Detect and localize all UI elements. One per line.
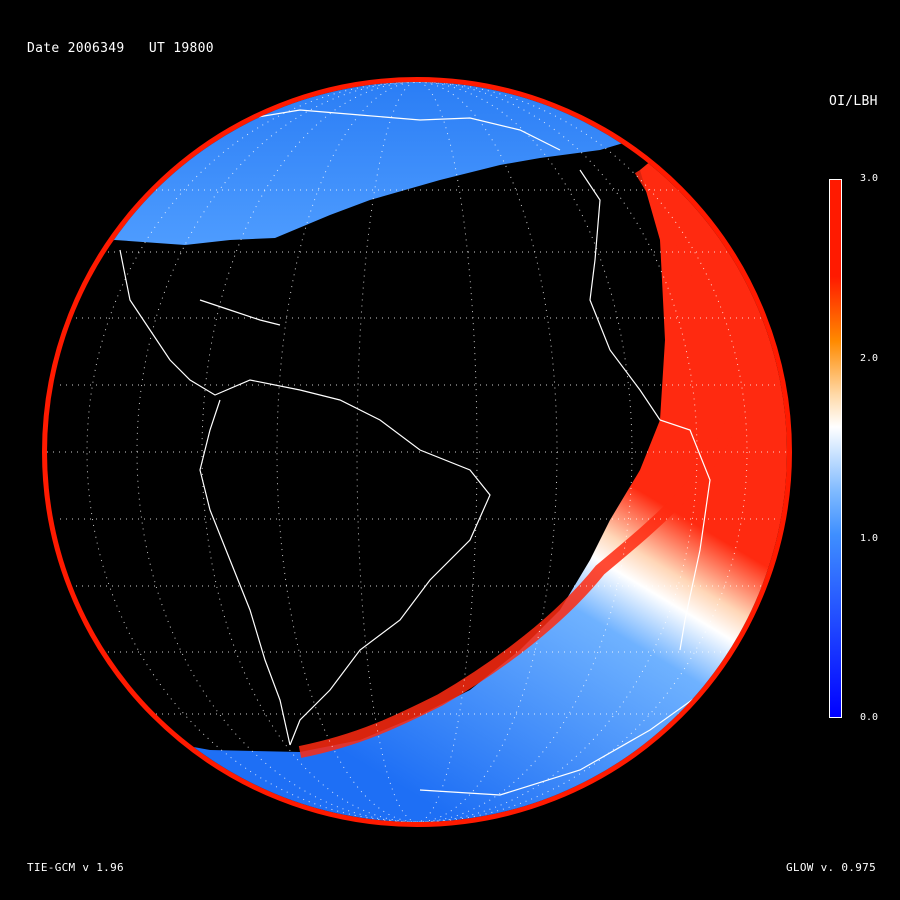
colorbar bbox=[829, 179, 842, 718]
model-version-label: TIE-GCM v 1.96 bbox=[27, 861, 124, 874]
colorbar-tick-2: 2.0 bbox=[860, 353, 879, 364]
colorbar-tick-0: 0.0 bbox=[860, 712, 879, 723]
south-day-region bbox=[47, 82, 787, 822]
colorbar-title: OI/LBH bbox=[829, 94, 878, 109]
date-label: Date 2006349 UT 19800 bbox=[27, 41, 214, 56]
limb-glow bbox=[42, 77, 792, 827]
colorbar-tick-1: 1.0 bbox=[860, 533, 879, 544]
glow-version-label: GLOW v. 0.975 bbox=[786, 861, 876, 874]
terminator-band bbox=[298, 166, 742, 758]
lat-lon-grid bbox=[47, 82, 787, 822]
coastlines bbox=[119, 109, 721, 796]
colorbar-tick-3: 3.0 bbox=[860, 173, 879, 184]
